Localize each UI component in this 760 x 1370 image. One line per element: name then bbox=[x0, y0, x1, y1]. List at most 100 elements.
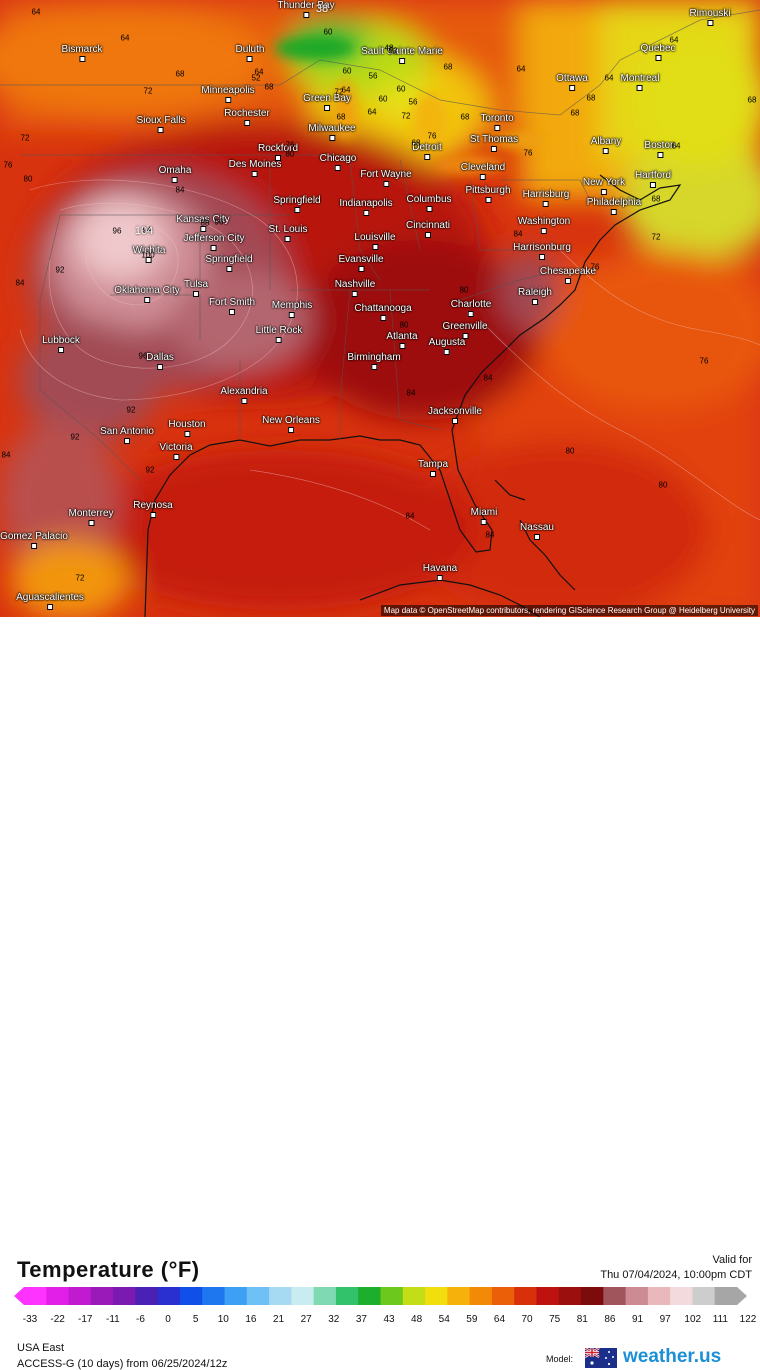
isotherm-label: 72 bbox=[651, 232, 661, 242]
city-marker-icon bbox=[451, 418, 458, 424]
city-label: Detroit bbox=[412, 142, 442, 160]
city-label: Columbus bbox=[406, 194, 452, 212]
color-scale-swatch bbox=[514, 1287, 537, 1305]
city-name: Birmingham bbox=[347, 352, 401, 363]
city-label: Dallas bbox=[146, 352, 174, 370]
city-label: Alexandria bbox=[220, 386, 268, 404]
city-name: Cincinnati bbox=[406, 220, 450, 231]
city-name: Harrisburg bbox=[522, 189, 570, 200]
city-label: Nashville bbox=[335, 279, 375, 297]
city-marker-icon bbox=[58, 347, 64, 353]
city-marker-icon bbox=[351, 291, 358, 297]
city-marker-icon bbox=[479, 174, 486, 180]
city-label: Kansas City bbox=[176, 214, 230, 232]
city-marker-icon bbox=[276, 337, 282, 343]
city-name: Ottawa bbox=[556, 73, 588, 84]
city-name: Kansas City bbox=[176, 214, 230, 225]
color-scale-tick: -6 bbox=[136, 1314, 145, 1325]
city-name: Chattanooga bbox=[354, 303, 412, 314]
city-name: Springfield bbox=[273, 195, 321, 206]
isotherm-label: 76 bbox=[523, 148, 533, 158]
coastlines bbox=[144, 174, 682, 617]
city-label: Little Rock bbox=[256, 325, 302, 343]
color-scale-swatch bbox=[90, 1287, 114, 1305]
city-name: Toronto bbox=[480, 113, 514, 124]
city-marker-icon bbox=[225, 266, 232, 272]
city-marker-icon bbox=[46, 604, 53, 610]
isotherm-label: 52 bbox=[388, 46, 398, 56]
city-marker-icon bbox=[485, 197, 491, 203]
city-marker-icon bbox=[363, 210, 369, 216]
isotherm-label: 100 bbox=[141, 250, 155, 260]
color-scale-swatch bbox=[625, 1287, 649, 1305]
isotherm-label: 68 bbox=[651, 194, 661, 204]
city-marker-icon bbox=[437, 575, 443, 581]
city-name: Chicago bbox=[319, 153, 357, 164]
city-name: Tulsa bbox=[183, 279, 209, 290]
city-marker-icon bbox=[637, 85, 643, 91]
city-label: Houston bbox=[168, 419, 206, 437]
city-name: Des Moines bbox=[228, 159, 282, 170]
city-name: Jefferson City bbox=[183, 233, 245, 244]
isotherm-label: 84 bbox=[405, 511, 415, 521]
isotherm-label: 56 bbox=[368, 71, 378, 81]
color-scale-swatch bbox=[425, 1287, 448, 1305]
isotherm-label: 68 bbox=[747, 95, 757, 105]
city-label: Cleveland bbox=[461, 162, 505, 180]
temperature-field bbox=[0, 0, 760, 617]
city-marker-icon bbox=[288, 427, 294, 433]
city-name: Hartford bbox=[634, 170, 672, 181]
isotherm-label: 68 bbox=[460, 112, 470, 122]
city-marker-icon bbox=[423, 154, 430, 160]
city-marker-icon bbox=[541, 228, 547, 234]
city-marker-icon bbox=[424, 232, 431, 238]
isotherm-label: 96 bbox=[214, 217, 224, 227]
color-scale-tick: 16 bbox=[245, 1314, 257, 1325]
isotherm-label: 68 bbox=[336, 112, 346, 122]
city-name: Atlanta bbox=[386, 331, 418, 342]
city-label: Sioux Falls bbox=[137, 115, 185, 133]
color-scale-swatch bbox=[647, 1287, 671, 1305]
isotherm-label: 84 bbox=[1, 450, 11, 460]
city-marker-icon bbox=[150, 512, 156, 518]
city-label: Oklahoma City bbox=[114, 285, 180, 303]
city-name: Rimouski bbox=[689, 8, 731, 19]
city-label: Wichita bbox=[132, 245, 166, 263]
city-marker-icon bbox=[358, 266, 364, 272]
isotherm-label: 84 bbox=[406, 388, 416, 398]
city-name: Sault Sainte Marie bbox=[361, 46, 443, 57]
brand-logo[interactable]: weather.us bbox=[623, 1346, 722, 1367]
city-label: Duluth bbox=[236, 44, 264, 62]
city-label: Jefferson City bbox=[183, 233, 245, 251]
city-name: Wichita bbox=[132, 245, 166, 256]
city-label: Cincinnati bbox=[406, 220, 450, 238]
city-name: Havana bbox=[422, 563, 458, 574]
city-marker-icon bbox=[539, 254, 545, 260]
city-label: Milwaukee bbox=[308, 123, 356, 141]
city-marker-icon bbox=[240, 398, 247, 404]
color-scale-tick: -33 bbox=[22, 1314, 38, 1325]
isotherm-label: 68 bbox=[586, 93, 596, 103]
color-scale-swatch bbox=[224, 1287, 248, 1305]
city-label: Philadelphia bbox=[587, 197, 641, 215]
city-name: Detroit bbox=[412, 142, 442, 153]
color-scale-tick: 5 bbox=[192, 1314, 199, 1325]
color-scale-tick: 75 bbox=[549, 1314, 561, 1325]
color-scale-swatch bbox=[179, 1287, 203, 1305]
isotherm-label: 60 bbox=[378, 94, 388, 104]
color-scale-tick: -11 bbox=[105, 1314, 120, 1325]
isotherm-label: 80 bbox=[285, 149, 295, 159]
isotherm-label: 80 bbox=[399, 320, 409, 330]
city-name: Indianapolis bbox=[339, 198, 393, 209]
color-scale-swatch bbox=[68, 1287, 92, 1305]
city-name: Houston bbox=[168, 419, 206, 430]
isotherm-label: 60 bbox=[323, 27, 333, 37]
city-name: Columbus bbox=[406, 194, 452, 205]
color-scale-tick: 86 bbox=[604, 1314, 616, 1325]
temperature-map[interactable]: Bismarck Thunder Bay Duluth Sault Sainte Ma… bbox=[0, 0, 760, 617]
city-marker-icon bbox=[199, 226, 206, 232]
city-label: Boston bbox=[644, 140, 676, 158]
city-marker-icon bbox=[184, 431, 190, 437]
city-name: St Thomas bbox=[469, 134, 519, 145]
color-scale-swatch bbox=[380, 1287, 404, 1305]
